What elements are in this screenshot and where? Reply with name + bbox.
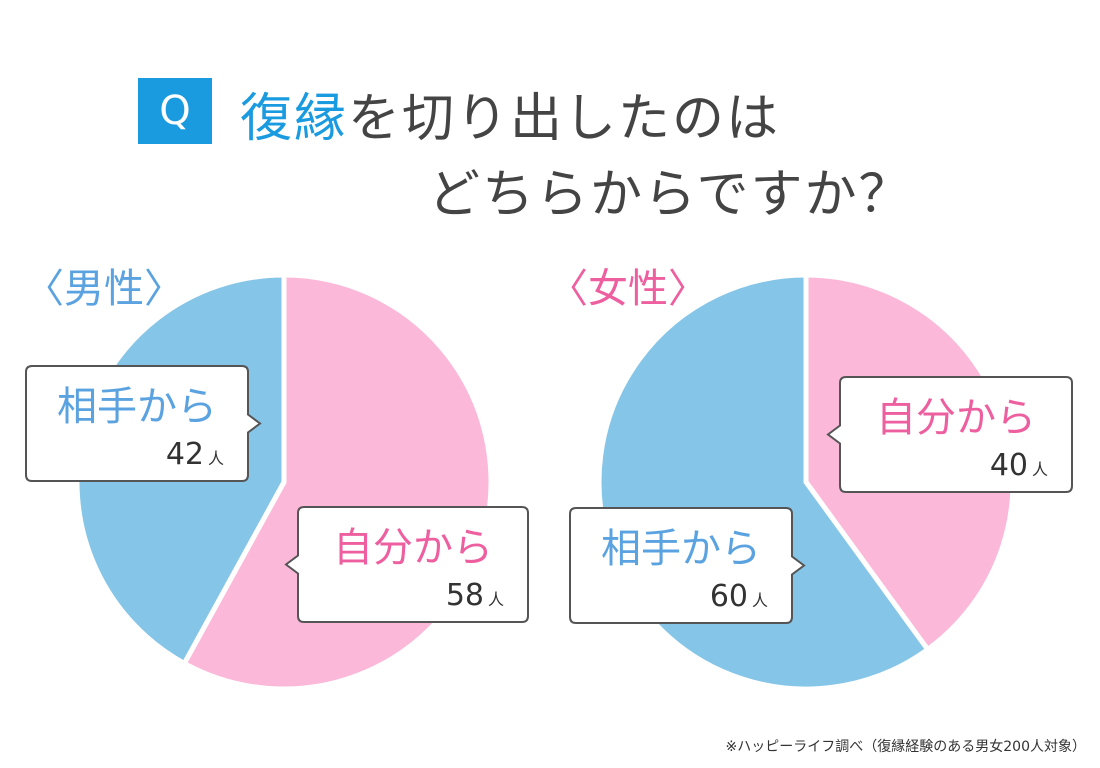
question-highlight: 復縁 (240, 89, 349, 149)
chart-title-male: 〈男性〉 (24, 266, 184, 312)
callout-value-0-0: 58 (446, 578, 484, 613)
callout-unit-0-1: 人 (208, 449, 224, 468)
callout-value-1-1: 60 (710, 579, 748, 614)
callout-0-1: 相手から 42 人 (25, 365, 262, 482)
callout-1-1: 相手から 60 人 (569, 507, 806, 624)
callout-box-1-1 (569, 507, 806, 624)
question-title-line2: どちらからですか？ (428, 165, 913, 225)
callout-unit-1-0: 人 (1032, 460, 1048, 479)
source-note: ※ハッピーライフ調べ（復縁経験のある男女200人対象） (725, 739, 1086, 755)
chart-title-female: 〈女性〉 (548, 266, 708, 312)
callout-value-0-1: 42 (166, 437, 204, 472)
callout-value-1-0: 40 (990, 448, 1028, 483)
callout-box-0-1 (25, 365, 262, 482)
callout-box-0-0 (284, 506, 529, 623)
callout-0-0: 自分から 58 人 (284, 506, 529, 623)
callout-label-1-0: 自分から (876, 395, 1036, 441)
callout-label-0-1: 相手から (57, 384, 217, 430)
question-title-rest: を切り出したのは (348, 89, 781, 149)
callout-1-0: 自分から 40 人 (826, 376, 1073, 493)
callout-unit-1-1: 人 (752, 591, 768, 610)
callout-label-0-0: 自分から (333, 525, 493, 571)
question-badge: Q (138, 78, 212, 144)
question-title-line1: 復縁を切り出したのは (240, 76, 780, 151)
callout-unit-0-0: 人 (488, 590, 504, 609)
callout-label-1-1: 相手から (601, 526, 761, 572)
callout-box-1-0 (826, 376, 1073, 493)
